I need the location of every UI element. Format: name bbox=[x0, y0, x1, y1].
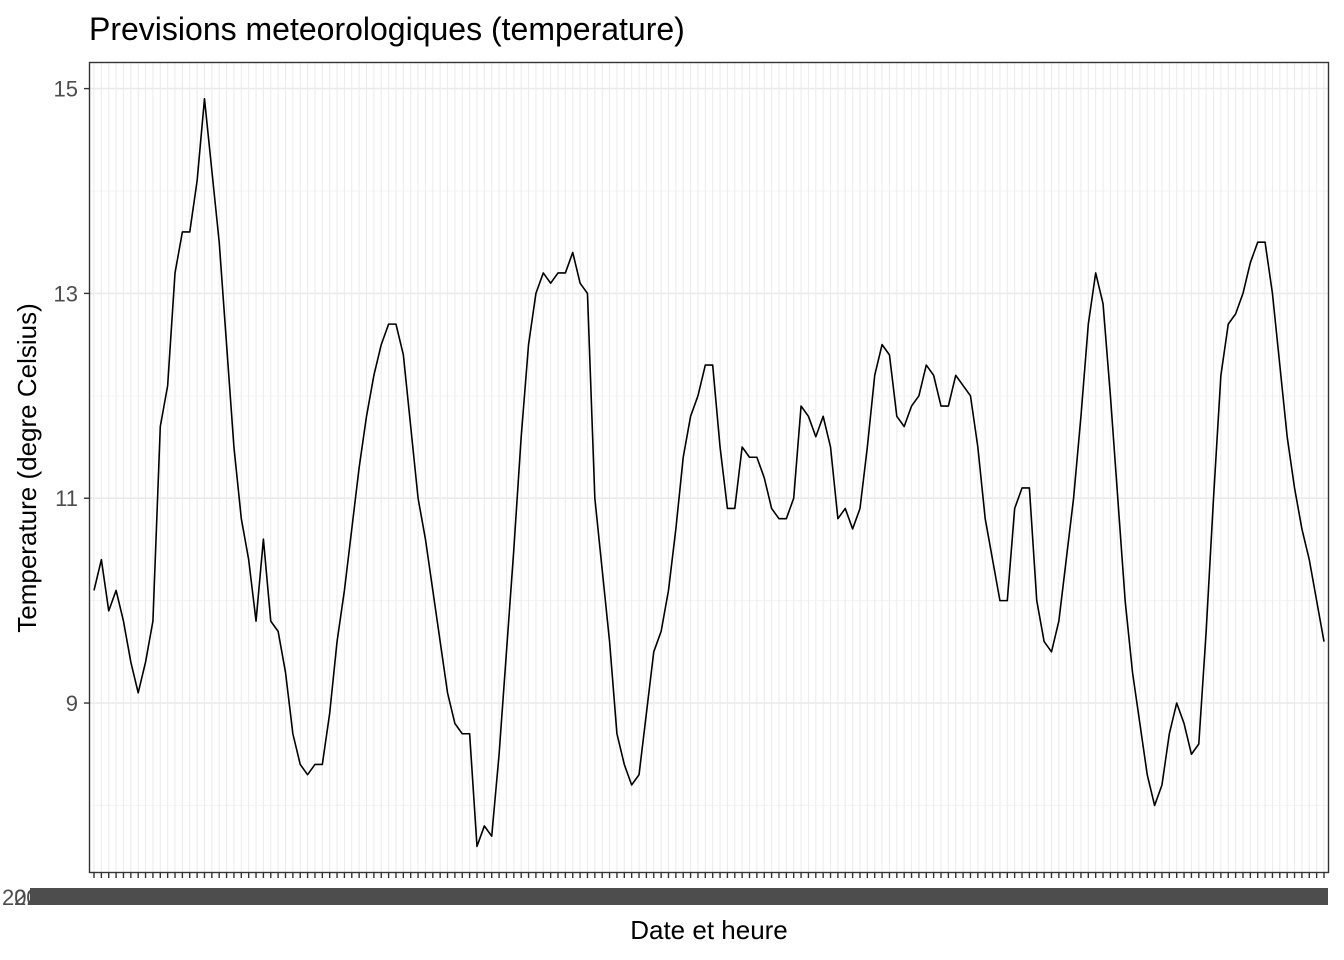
grid-layer bbox=[90, 63, 1328, 872]
panel-border bbox=[88, 61, 1330, 874]
y-tick-label: 11 bbox=[55, 486, 78, 511]
y-tick-label: 13 bbox=[54, 281, 78, 306]
y-axis-title: Temperature (degre Celsius) bbox=[12, 303, 42, 632]
y-tick-label: 9 bbox=[66, 691, 78, 716]
y-axis: 9 11 13 15 bbox=[54, 77, 90, 716]
chart-title: Previsions meteorologiques (temperature) bbox=[89, 11, 685, 47]
series-line bbox=[93, 98, 1325, 848]
x-tick-label: 202 bbox=[2, 885, 39, 910]
line-layer bbox=[93, 98, 1325, 848]
x-axis-title: Date et heure bbox=[630, 915, 788, 945]
x-tick-label: 202 bbox=[14, 885, 51, 910]
x-tick-labels-overprint bbox=[30, 888, 1328, 905]
y-tick-label: 15 bbox=[54, 77, 78, 102]
